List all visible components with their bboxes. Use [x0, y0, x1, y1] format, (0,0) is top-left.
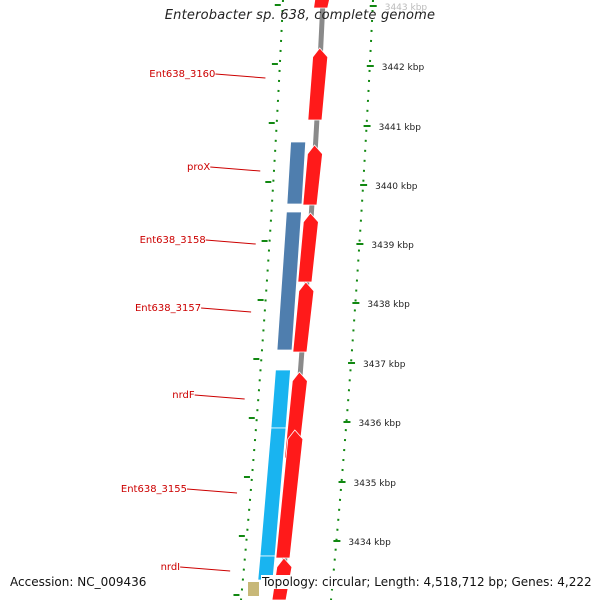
- gene-label-leader: [194, 394, 245, 400]
- reverse-gene-block[interactable]: [276, 211, 302, 351]
- scale-tick-label: 3437 kbp: [363, 360, 406, 370]
- gene-label[interactable]: proX: [187, 162, 210, 173]
- scale-tick-label: 3434 kbp: [348, 538, 391, 548]
- gene-label-leader: [210, 166, 261, 172]
- scale-tick-label: 3438 kbp: [367, 300, 410, 310]
- scale-tick-label: 3442 kbp: [382, 63, 425, 73]
- gene-label[interactable]: nrdI: [161, 562, 181, 573]
- forward-gene-arrow[interactable]: [297, 212, 319, 283]
- genome-title: Enterobacter sp. 638, complete genome: [164, 8, 436, 23]
- rna-gene-block[interactable]: [248, 582, 259, 596]
- reverse-gene-block[interactable]: [270, 369, 291, 429]
- gene-label-leader: [180, 566, 231, 572]
- forward-gene-arrow[interactable]: [292, 281, 315, 353]
- gene-label-leader: [186, 488, 238, 494]
- forward-gene-arrow[interactable]: [302, 144, 323, 206]
- scale-tick-label: 3441 kbp: [379, 123, 422, 133]
- accession-text: Accession: NC_009436: [9, 575, 148, 589]
- forward-gene-arrow[interactable]: [307, 47, 329, 121]
- genome-summary-text: Topology: circular; Length: 4,518,712 bp…: [261, 575, 593, 589]
- scale-tick-label: 3435 kbp: [354, 479, 397, 489]
- reverse-gene-block[interactable]: [286, 141, 307, 205]
- gene-label-leader: [205, 239, 256, 245]
- scale-tick-label: 3440 kbp: [375, 182, 418, 192]
- gene-label[interactable]: Ent638_3160: [149, 69, 215, 80]
- gene-label[interactable]: nrdF: [172, 390, 195, 401]
- gene-label-leader: [215, 73, 266, 79]
- scale-tick-label: 3443 kbp: [385, 3, 428, 13]
- gene-label-leader: [201, 307, 252, 313]
- forward-gene-arrow[interactable]: [275, 429, 304, 559]
- scale-tick-label: 3439 kbp: [371, 241, 414, 251]
- inner-guide-circle: [240, 0, 284, 600]
- gene-label[interactable]: Ent638_3157: [135, 303, 201, 314]
- forward-gene-arrow[interactable]: [313, 0, 331, 9]
- outer-guide-circle: [330, 0, 374, 600]
- gene-label[interactable]: Ent638_3158: [140, 235, 206, 246]
- gene-label[interactable]: Ent638_3155: [121, 484, 187, 495]
- scale-tick-label: 3436 kbp: [358, 419, 401, 429]
